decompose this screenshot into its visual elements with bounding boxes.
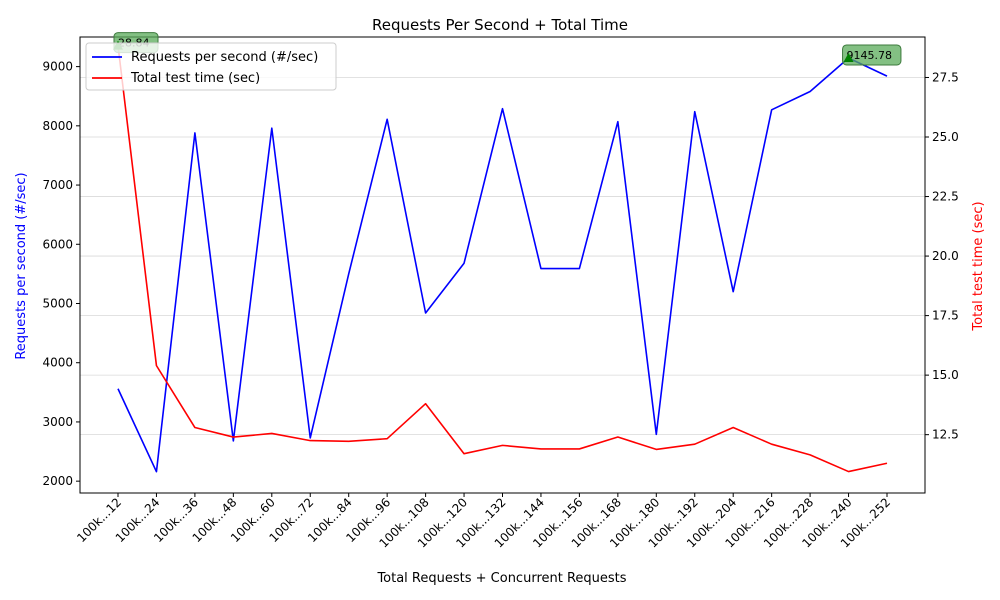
plot-frame [79,36,926,494]
legend-label: Requests per second (#/sec) [131,50,318,65]
legend: Requests per second (#/sec) Total test ti… [85,42,337,91]
y-tick-label-left: 7000 [42,178,73,192]
series-lines [117,45,888,473]
series-line [117,45,888,473]
y-tick-label-left: 2000 [42,474,73,488]
y-tick-label-left: 9000 [42,60,73,74]
legend-box [85,42,337,91]
y-tick-label-left: 6000 [42,237,73,251]
y-tick-label-left: 8000 [42,119,73,133]
y-tick-label-left: 5000 [42,296,73,310]
legend-label: Total test time (sec) [130,71,260,86]
y-tick-label-right: 22.5 [932,190,959,204]
annotation-box [842,44,902,66]
annotation-marker [843,52,854,62]
y-tick-label-right: 27.5 [932,70,959,84]
y-axis-label-right: Total test time (sec) [971,201,986,331]
y-tick-label-right: 20.0 [932,249,959,263]
chart-title: Requests Per Second + Total Time [372,16,628,34]
y-tick-label-left: 4000 [42,356,73,370]
annotation-label: 9145.78 [847,49,893,62]
y-tick-label-right: 15.0 [932,368,959,382]
y-tick-label-right: 25.0 [932,130,959,144]
grid-lines [80,77,925,436]
series-line [117,57,888,473]
y-tick-label-left: 3000 [42,415,73,429]
x-axis-label: Total Requests + Concurrent Requests [376,571,626,586]
y-axis-label-left: Requests per second (#/sec) [14,172,29,359]
y-tick-label-right: 12.5 [932,428,959,442]
y-tick-label-right: 17.5 [932,309,959,323]
